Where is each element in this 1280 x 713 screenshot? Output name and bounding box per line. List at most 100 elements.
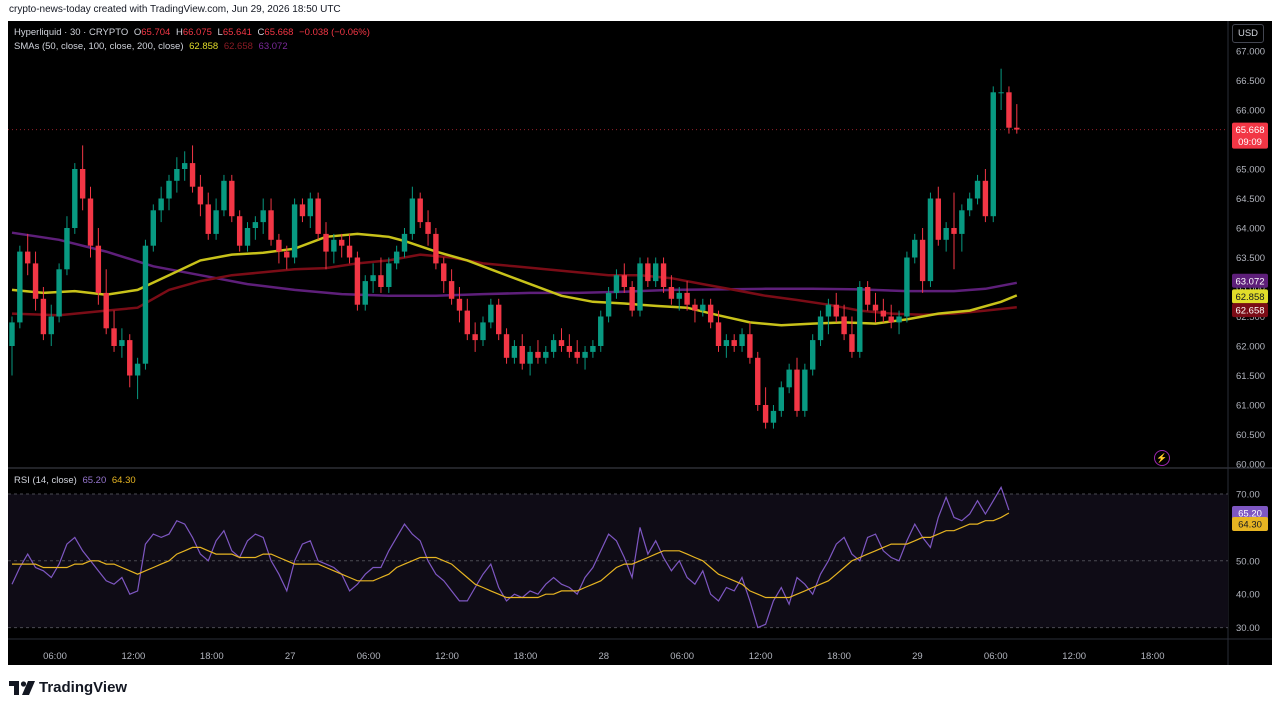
last-price-tag-bg [1232, 122, 1268, 149]
candle [998, 68, 1004, 110]
candle-body [496, 304, 502, 335]
candle-body [409, 198, 416, 234]
sma-label: SMAs (50, close, 100, close, 200, close) [14, 41, 184, 52]
currency-button[interactable]: USD [1232, 24, 1264, 43]
candle [182, 151, 188, 181]
candle-body [605, 292, 612, 317]
price-tick-label: 66.500 [1236, 76, 1265, 87]
candle-body [119, 340, 125, 346]
candle-body [1014, 127, 1020, 130]
lightning-icon[interactable]: ⚡ [1154, 450, 1170, 466]
last-price-tag-text: 65.668 [1235, 125, 1264, 136]
candle [480, 316, 486, 346]
candle-body [974, 180, 981, 199]
candle [707, 298, 714, 329]
candle [150, 204, 156, 252]
candle [582, 346, 588, 370]
candle-body [943, 228, 949, 240]
candle [668, 275, 675, 305]
candle-body [425, 222, 431, 234]
candle [56, 263, 62, 323]
candle-body [488, 304, 494, 323]
candle-body [299, 204, 306, 217]
candle-body [817, 316, 824, 341]
candle [64, 216, 70, 276]
candle [9, 316, 15, 376]
time-tick-label: 28 [599, 651, 610, 662]
time-tick-label: 12:00 [435, 651, 459, 662]
candle [692, 298, 698, 323]
candle [598, 310, 604, 352]
close-label: C [257, 27, 265, 38]
chart-area[interactable]: 67.00066.50066.00065.50065.00064.50064.0… [8, 21, 1272, 665]
candle-body [543, 351, 549, 358]
candle [276, 233, 282, 264]
candle [213, 198, 219, 240]
candle-body [786, 369, 792, 388]
candle-body [912, 239, 918, 258]
candle-body [841, 316, 847, 335]
candle [378, 257, 384, 293]
candle-body [315, 198, 321, 234]
candle-body [707, 304, 714, 323]
price-tick-label: 66.000 [1236, 106, 1265, 117]
candle-body [927, 198, 934, 282]
candle-body [158, 198, 164, 211]
candle-body [692, 304, 698, 311]
candle-body [472, 334, 478, 341]
candle [252, 216, 259, 240]
sma200-value: 63.072 [258, 41, 288, 52]
candle [645, 257, 651, 287]
candle-body [307, 198, 313, 217]
candle [653, 257, 659, 287]
candle-body [236, 216, 243, 246]
candle-body [959, 210, 965, 234]
candle-body [825, 304, 832, 317]
rsi-tag-text: 65.20 [1238, 509, 1262, 520]
candle [535, 340, 541, 364]
time-tick-label: 12:00 [749, 651, 773, 662]
candle-body [221, 180, 227, 211]
sma-lines [11, 231, 1018, 327]
candle-body [252, 222, 259, 228]
candle [260, 198, 266, 234]
candle [142, 239, 149, 370]
candle-body [276, 239, 282, 252]
candle [503, 328, 510, 364]
price-tick-label: 62.500 [1236, 312, 1265, 323]
time-tick-label: 06:00 [43, 651, 67, 662]
candle [605, 287, 612, 323]
time-tick-label: 27 [285, 651, 296, 662]
candle [825, 298, 832, 335]
candle [323, 222, 329, 270]
price-tick-label: 63.500 [1236, 253, 1265, 264]
sma200-tag-text: 63.072 [1235, 276, 1264, 287]
chart-svg[interactable]: 67.00066.50066.00065.50065.00064.50064.0… [8, 21, 1272, 665]
candle [935, 186, 941, 246]
candle [472, 322, 478, 352]
close-value: 65.668 [264, 27, 294, 38]
candle-body [150, 210, 156, 246]
candle-body [613, 275, 620, 293]
sma100-tag-text: 62.658 [1235, 306, 1264, 317]
time-tick-label: 12:00 [122, 651, 146, 662]
candle-body [40, 298, 47, 335]
candle-body [731, 340, 737, 346]
rsi-tick-label: 70.00 [1236, 490, 1260, 501]
candle [79, 145, 86, 211]
rsi-ma-line [12, 512, 1010, 599]
candle-body [197, 186, 204, 205]
candle-body [213, 210, 219, 234]
candle-body [182, 163, 188, 169]
time-tick-label: 18:00 [514, 651, 538, 662]
candle-body [331, 239, 337, 252]
candle [951, 192, 957, 270]
candle [1006, 86, 1012, 134]
low-value: 65.641 [222, 27, 252, 38]
candle-body [982, 180, 989, 217]
candle [896, 310, 902, 335]
candle [982, 169, 989, 223]
candle-body [896, 316, 902, 323]
candle [904, 251, 910, 323]
candle [723, 334, 730, 358]
